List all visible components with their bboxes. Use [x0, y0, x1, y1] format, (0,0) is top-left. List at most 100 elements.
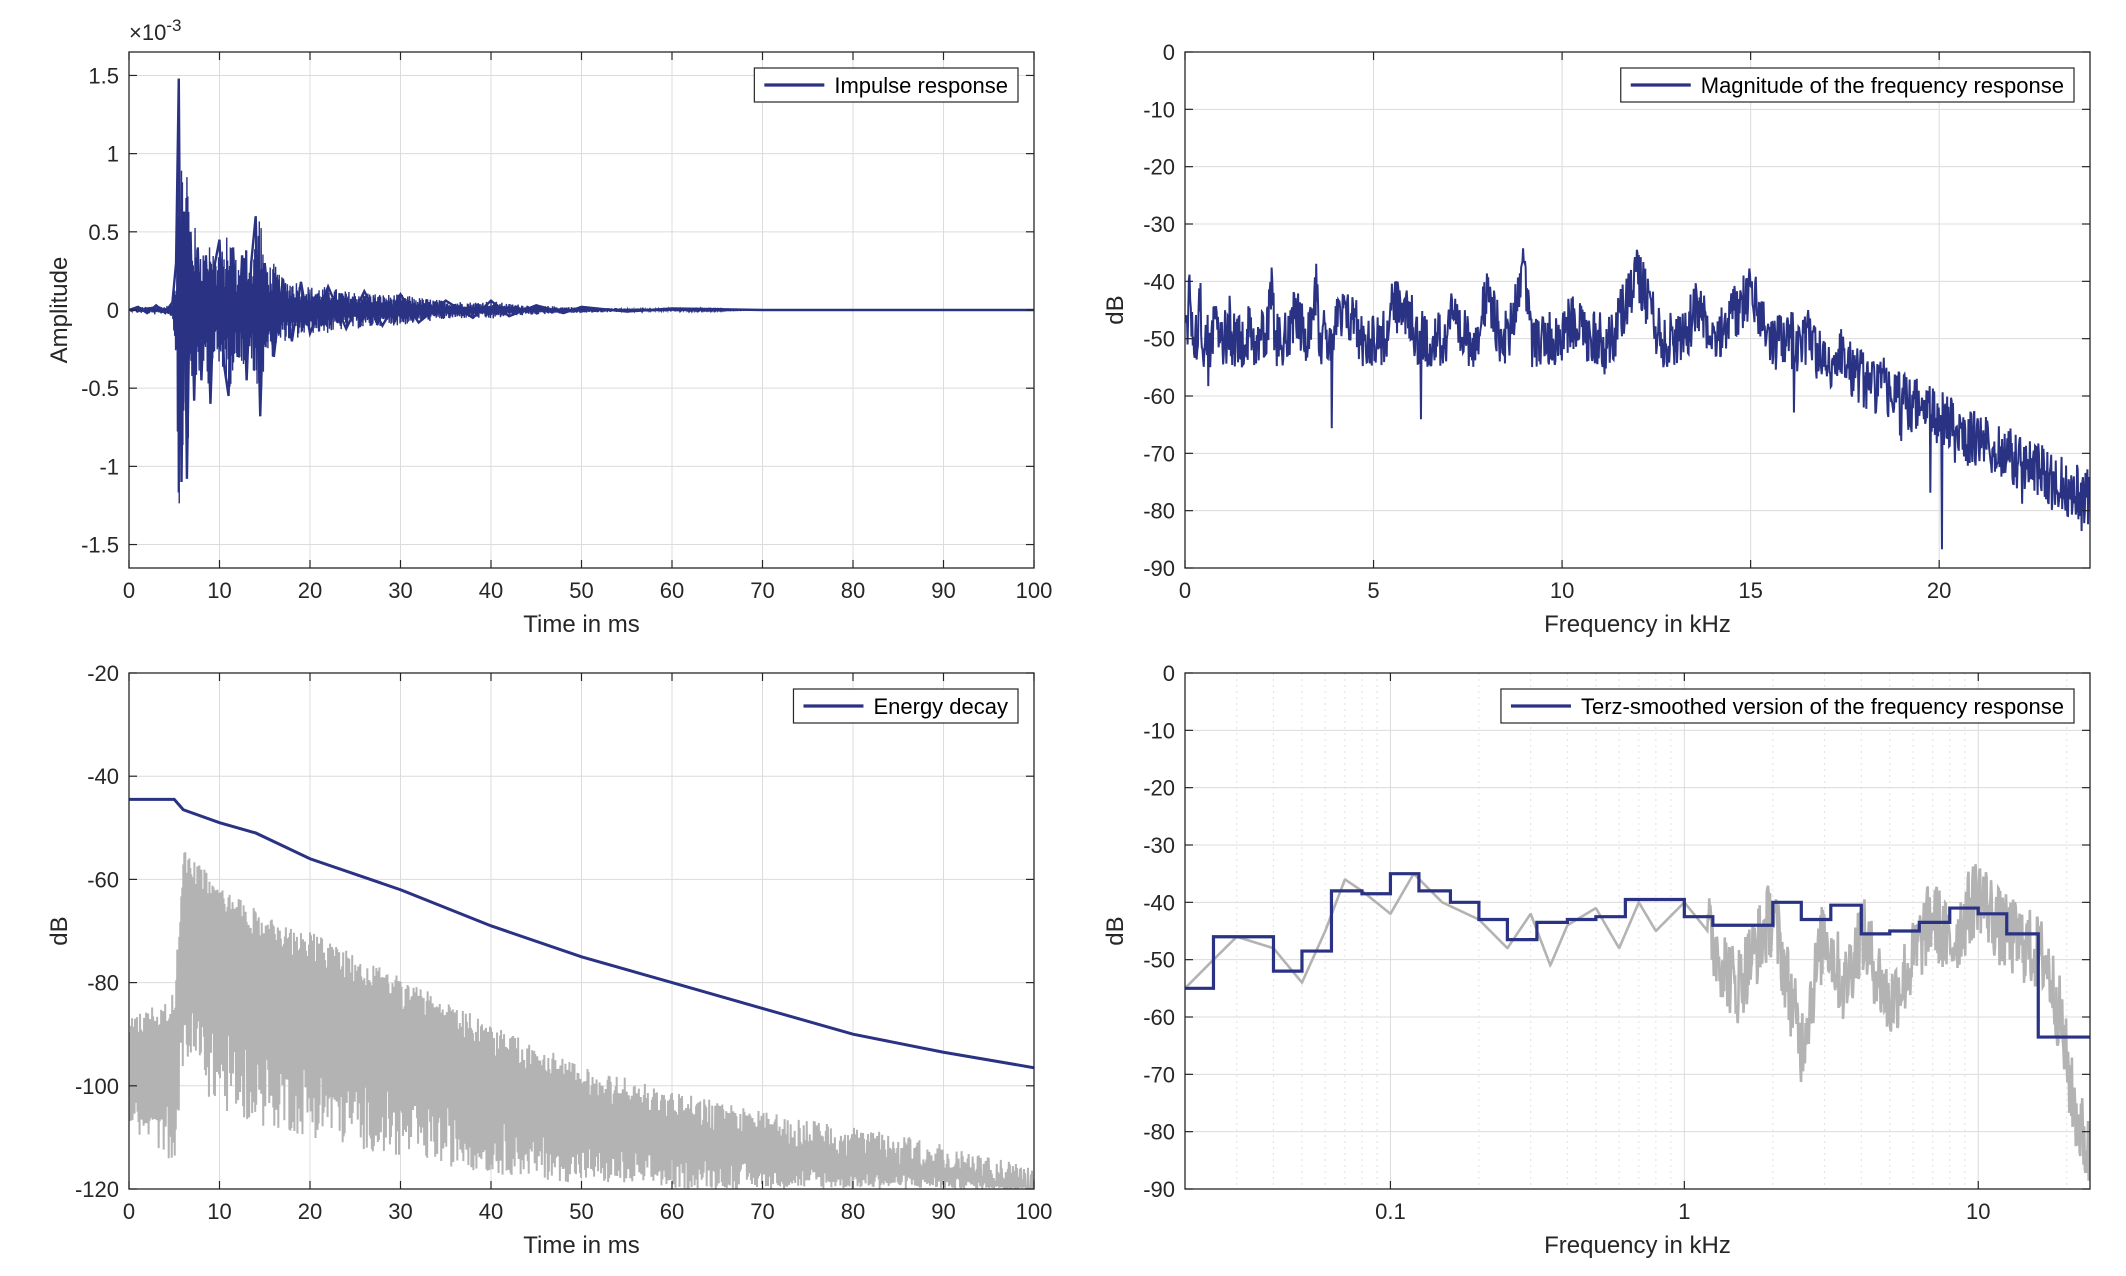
x-tick-label: 50	[569, 578, 593, 603]
chart-impulse: 0 10 20 30 40 50 60 70 80 90 100 -1.5 -1 -0.5 0 0.5 1 1.5…	[46, 16, 1052, 638]
x-tick-label: 15	[1738, 578, 1762, 603]
y-tick-label: -40	[87, 764, 119, 789]
y-tick-label: -40	[1143, 269, 1175, 294]
series-energy-decay	[129, 797, 1034, 1070]
plot-area	[1185, 864, 2090, 1181]
y-tick-label: -80	[87, 971, 119, 996]
legend-label: Impulse response	[834, 73, 1008, 98]
legend-box	[1620, 67, 2075, 103]
series-peaks	[129, 78, 1034, 483]
legend-label: Magnitude of the frequency response	[1701, 73, 2064, 98]
y-tick-label: -90	[1143, 1177, 1175, 1202]
x-tick-label: 40	[479, 578, 503, 603]
y-tick-label: -30	[1143, 833, 1175, 858]
y-tick-label: -80	[1143, 1120, 1175, 1145]
legend-box	[1500, 688, 2075, 724]
x-tick-label: 70	[750, 1199, 774, 1224]
y-tick-label: -30	[1143, 212, 1175, 237]
x-tick-label: 60	[660, 578, 684, 603]
x-axis-label: Frequency in kHz	[1544, 1232, 1731, 1259]
x-tick-label: 10	[1966, 1199, 1990, 1224]
plot-area	[1185, 248, 2090, 550]
x-tick-label: 5	[1367, 578, 1379, 603]
y-tick-label: -50	[1143, 327, 1175, 352]
x-tick-label: 50	[569, 1199, 593, 1224]
y-tick-label: -90	[1143, 556, 1175, 581]
series-line	[1185, 248, 2090, 550]
legend: Magnitude of the frequency response	[1620, 67, 2075, 103]
x-tick-label: 80	[841, 578, 865, 603]
exponent-label: ×10-3	[129, 16, 181, 45]
x-tick-label: 0	[1179, 578, 1191, 603]
chart-magnitude: 0 5 10 15 20 0 -10 -20 -30 -40 -50 -60 -70 -80 -90 Freq…	[1102, 40, 2091, 638]
x-tick-label: 60	[660, 1199, 684, 1224]
plot-area	[129, 797, 1034, 1189]
y-tick-label: -80	[1143, 499, 1175, 524]
y-tick-label: -70	[1143, 441, 1175, 466]
y-tick-label: -100	[75, 1074, 119, 1099]
chart-energy: 0 10 20 30 40 50 60 70 80 90 100 -20 -40 -60 -80 -100 -1…	[46, 661, 1052, 1259]
y-tick-label: -10	[1143, 718, 1175, 743]
exponent-power: -3	[166, 16, 181, 35]
y-tick-label: 0	[1163, 661, 1175, 686]
y-tick-label: -120	[75, 1177, 119, 1202]
series-raw-energy	[129, 852, 1034, 1189]
exponent-base: ×10	[129, 20, 166, 45]
plot-area	[129, 78, 1034, 504]
legend: Terz-smoothed version of the frequency r…	[1500, 688, 2075, 724]
x-tick-label: 20	[1927, 578, 1951, 603]
y-tick-label: -10	[1143, 97, 1175, 122]
legend-label: Terz-smoothed version of the frequency r…	[1581, 694, 2064, 719]
x-tick-label: 70	[750, 578, 774, 603]
series-raw-response	[1185, 864, 2090, 1181]
axes-box	[1184, 672, 2091, 1190]
x-tick-label: 90	[931, 1199, 955, 1224]
legend: Energy decay	[792, 688, 1019, 724]
x-tick-label: 20	[298, 578, 322, 603]
panels: 0 10 20 30 40 50 60 70 80 90 100-1.5-1-0.500.511.5…	[46, 16, 2091, 1259]
y-tick-label: 0	[1163, 40, 1175, 65]
x-tick-label: 40	[479, 1199, 503, 1224]
x-tick-label: 0.1	[1375, 1199, 1406, 1224]
y-tick-label: -60	[87, 867, 119, 892]
y-tick-label: -0.5	[81, 376, 119, 401]
x-tick-label: 0	[123, 1199, 135, 1224]
y-axis-label: dB	[1102, 295, 1129, 324]
x-axis-label: Time in ms	[523, 611, 639, 638]
y-tick-label: -1.5	[81, 533, 119, 558]
x-tick-label: 10	[1550, 578, 1574, 603]
x-tick-label: 10	[207, 1199, 231, 1224]
x-axis-label: Time in ms	[523, 1232, 639, 1259]
legend-label: Energy decay	[873, 694, 1008, 719]
y-tick-label: 0	[107, 298, 119, 323]
x-tick-label: 1	[1678, 1199, 1690, 1224]
y-tick-label: -20	[1143, 155, 1175, 180]
y-tick-label: -50	[1143, 948, 1175, 973]
series-terz-smoothed	[1185, 872, 2090, 1039]
x-axis-label: Frequency in kHz	[1544, 611, 1731, 638]
x-tick-label: 0	[123, 578, 135, 603]
y-tick-label: 1	[107, 142, 119, 167]
x-tick-label: 80	[841, 1199, 865, 1224]
minor-grid	[1236, 673, 2068, 1189]
legend: Impulse response	[753, 67, 1019, 103]
x-tick-label: 30	[388, 578, 412, 603]
y-axis-label: dB	[46, 916, 73, 945]
y-tick-label: 0.5	[88, 220, 119, 245]
y-axis-label: dB	[1102, 916, 1129, 945]
y-tick-label: -60	[1143, 384, 1175, 409]
x-tick-label: 30	[388, 1199, 412, 1224]
x-tick-label: 10	[207, 578, 231, 603]
axes-box	[1184, 51, 2091, 569]
y-tick-label: -40	[1143, 890, 1175, 915]
y-tick-label: -20	[87, 661, 119, 686]
x-tick-label: 20	[298, 1199, 322, 1224]
x-tick-label: 90	[931, 578, 955, 603]
y-tick-label: 1.5	[88, 63, 119, 88]
y-tick-label: -60	[1143, 1005, 1175, 1030]
chart-terz: 0.1 1 10 0 -10 -20 -30 -40 -50 -60 -70 -80 -90 Freque…	[1102, 661, 2091, 1259]
y-axis-label: Amplitude	[46, 257, 73, 364]
x-tick-label: 100	[1016, 578, 1053, 603]
y-tick-label: -20	[1143, 776, 1175, 801]
